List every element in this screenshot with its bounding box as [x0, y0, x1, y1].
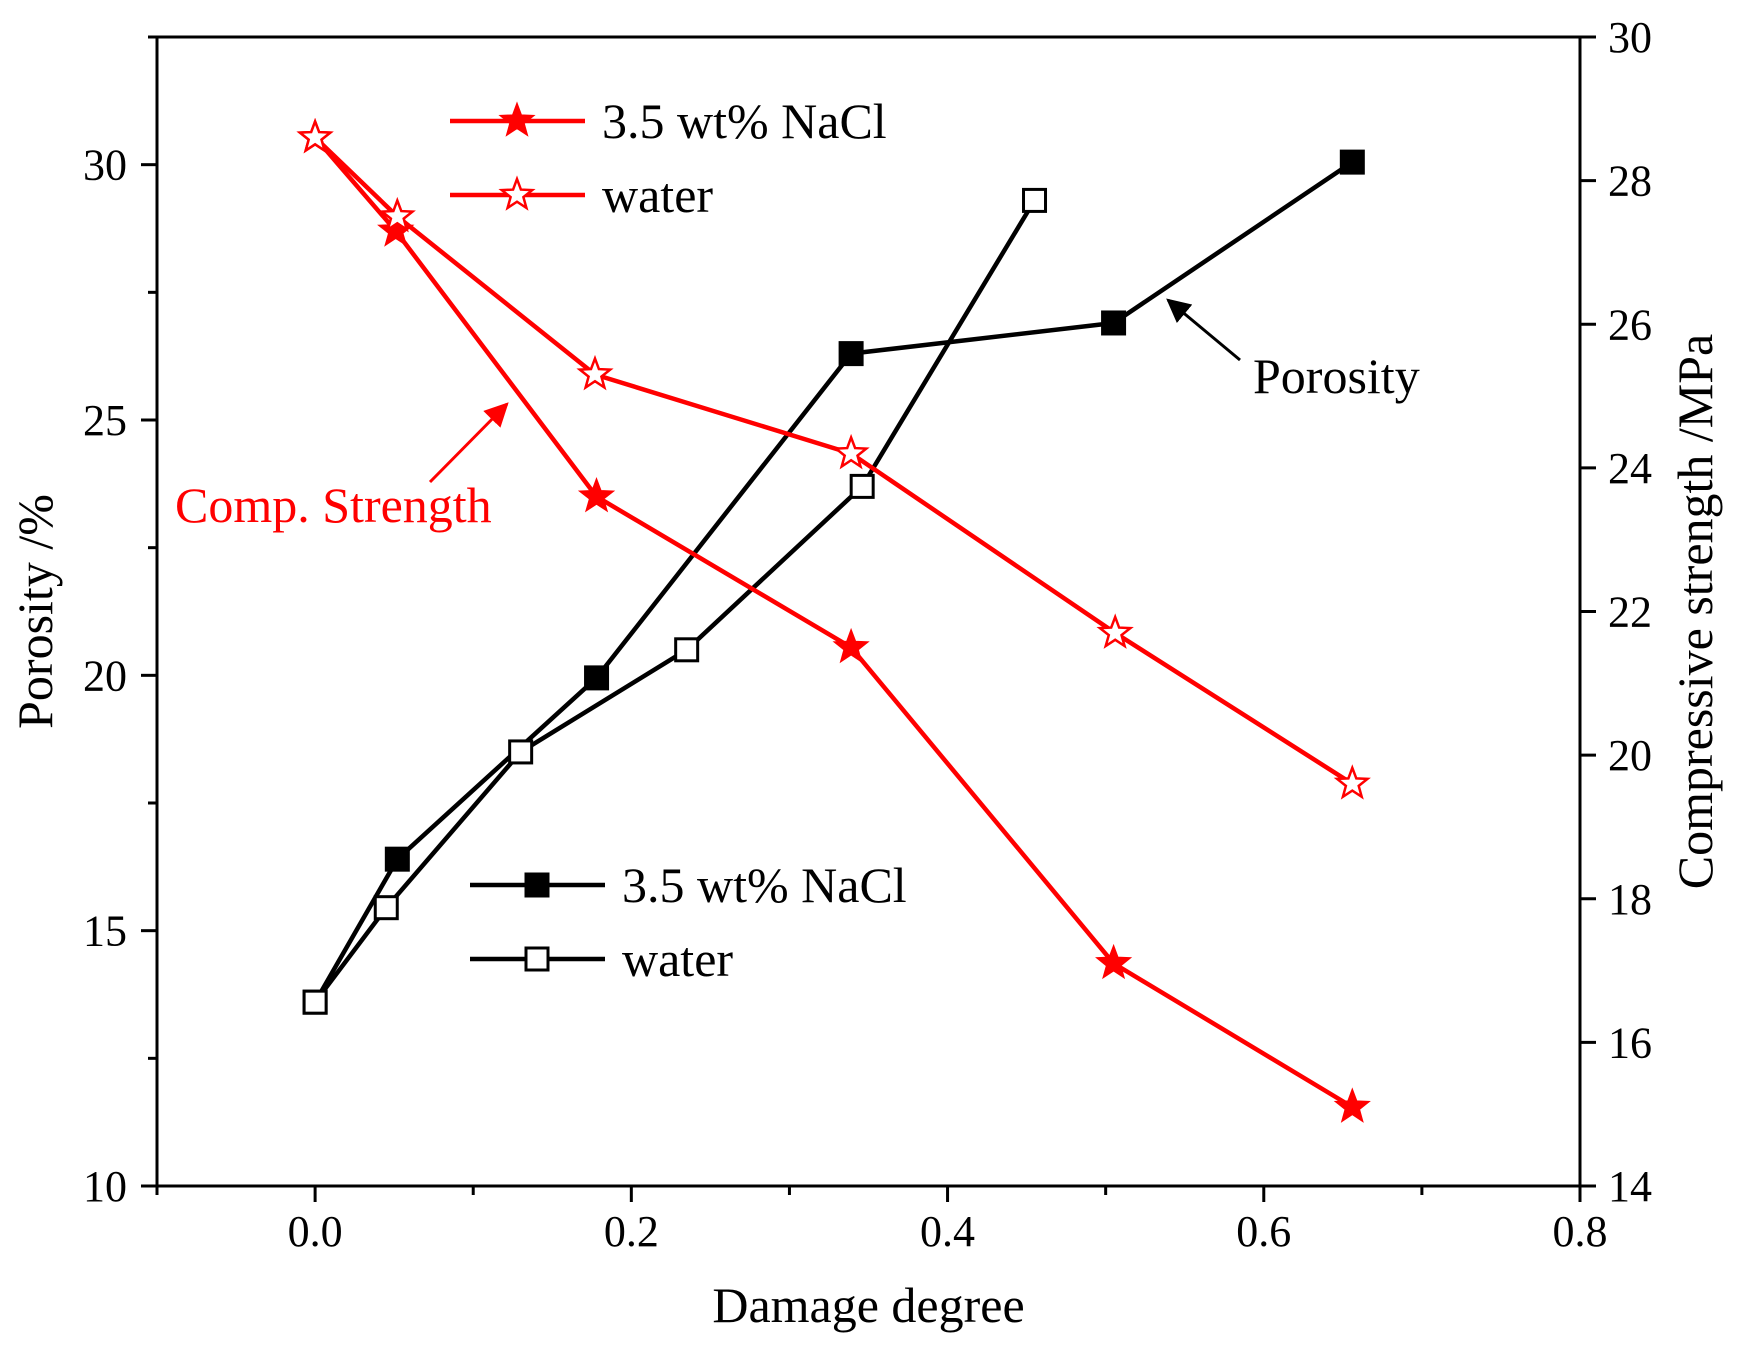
- data-point-porosity-nacl: [384, 846, 410, 872]
- series-line-porosity-nacl: [313, 160, 1354, 1004]
- data-point-strength-nacl: [1095, 943, 1133, 980]
- legend-marker: [498, 175, 536, 211]
- y-right-tick-label: 18: [1608, 875, 1652, 924]
- data-point-porosity-water: [1022, 187, 1048, 213]
- y-left-tick-label: 30: [83, 141, 127, 190]
- series-strength-water: [296, 117, 1371, 800]
- data-point-porosity-water: [674, 637, 700, 663]
- annotation-arrow: [1166, 298, 1241, 362]
- series-line-strength-water: [313, 135, 1354, 786]
- y-right-tick-label: 28: [1608, 157, 1652, 206]
- data-point-porosity-nacl: [838, 341, 864, 367]
- annotations-layer: Porosity Comp. Strength: [175, 298, 1420, 533]
- data-point-strength-nacl: [577, 477, 616, 513]
- series-layer: [296, 117, 1371, 1123]
- plot-frame: [155, 35, 1582, 1188]
- y-right-tick-label: 20: [1608, 731, 1652, 780]
- x-tick-label: 0.4: [920, 1207, 975, 1256]
- x-axis-title: Damage degree: [712, 1277, 1024, 1333]
- legend-marker: [524, 946, 550, 972]
- series-line-strength-nacl: [313, 136, 1354, 1109]
- y-right-tick-label: 14: [1608, 1162, 1652, 1211]
- data-point-porosity-water: [373, 895, 399, 921]
- legend-label: water: [602, 167, 713, 223]
- data-point-porosity-nacl: [1101, 310, 1127, 336]
- data-point-porosity-water: [508, 739, 534, 765]
- data-point-strength-water: [378, 196, 416, 233]
- legend-strength: 3.5 wt% NaCl water: [450, 93, 887, 223]
- y-right-tick-label: 16: [1608, 1018, 1652, 1067]
- legends-layer: 3.5 wt% NaCl water 3.5 wt% NaCl water: [450, 93, 907, 987]
- series-porosity-nacl: [302, 149, 1365, 1015]
- data-point-strength-water: [1096, 613, 1134, 649]
- y-left-tick-label: 10: [83, 1162, 127, 1211]
- x-tick-label: 0.6: [1236, 1207, 1291, 1256]
- x-tick-label: 0.2: [604, 1207, 659, 1256]
- y-axis-right-title: Compressive strength /MPa: [1667, 334, 1723, 890]
- porosity-annotation: Porosity: [1166, 298, 1420, 404]
- data-point-strength-water: [1333, 764, 1371, 800]
- series-strength-nacl: [296, 117, 1371, 1123]
- data-point-strength-water: [576, 354, 614, 391]
- data-point-porosity-nacl: [584, 665, 610, 691]
- series-line-porosity-water: [313, 199, 1037, 1004]
- legend-marker: [498, 101, 536, 137]
- legend-marker: [524, 872, 550, 898]
- data-point-strength-nacl: [832, 627, 870, 664]
- y-axis-left-title: Porosity /%: [7, 494, 63, 729]
- data-point-porosity-nacl: [1339, 149, 1365, 175]
- axes-layer: 0.0 0.2 0.4 0.6 0.8 10 15 20 25 30 14 16 18 20 22 24 26 2…: [83, 13, 1652, 1256]
- annotation-label: Porosity: [1253, 348, 1420, 404]
- y-left-tick-label: 20: [83, 651, 127, 700]
- y-right-tick-label: 22: [1608, 588, 1652, 637]
- data-point-strength-water: [296, 117, 334, 154]
- data-point-strength-water: [832, 433, 870, 470]
- data-point-porosity-water: [849, 473, 875, 499]
- data-point-porosity-water: [302, 989, 328, 1015]
- data-point-strength-nacl: [1333, 1087, 1371, 1123]
- legend-label: 3.5 wt% NaCl: [622, 857, 907, 913]
- y-right-tick-label: 26: [1608, 300, 1652, 349]
- annotation-label: Comp. Strength: [175, 477, 492, 533]
- y-right-tick-label: 30: [1608, 13, 1652, 62]
- legend-label: 3.5 wt% NaCl: [602, 93, 887, 149]
- x-tick-label: 0.8: [1553, 1207, 1608, 1256]
- series-porosity-water: [302, 187, 1048, 1015]
- legend-porosity: 3.5 wt% NaCl water: [470, 857, 907, 987]
- y-left-tick-label: 15: [83, 907, 127, 956]
- y-left-tick-label: 25: [83, 396, 127, 445]
- y-right-tick-label: 24: [1608, 444, 1652, 493]
- legend-label: water: [622, 931, 733, 987]
- annotation-arrow: [428, 402, 509, 484]
- x-tick-label: 0.0: [288, 1207, 343, 1256]
- strength-annotation: Comp. Strength: [175, 402, 509, 533]
